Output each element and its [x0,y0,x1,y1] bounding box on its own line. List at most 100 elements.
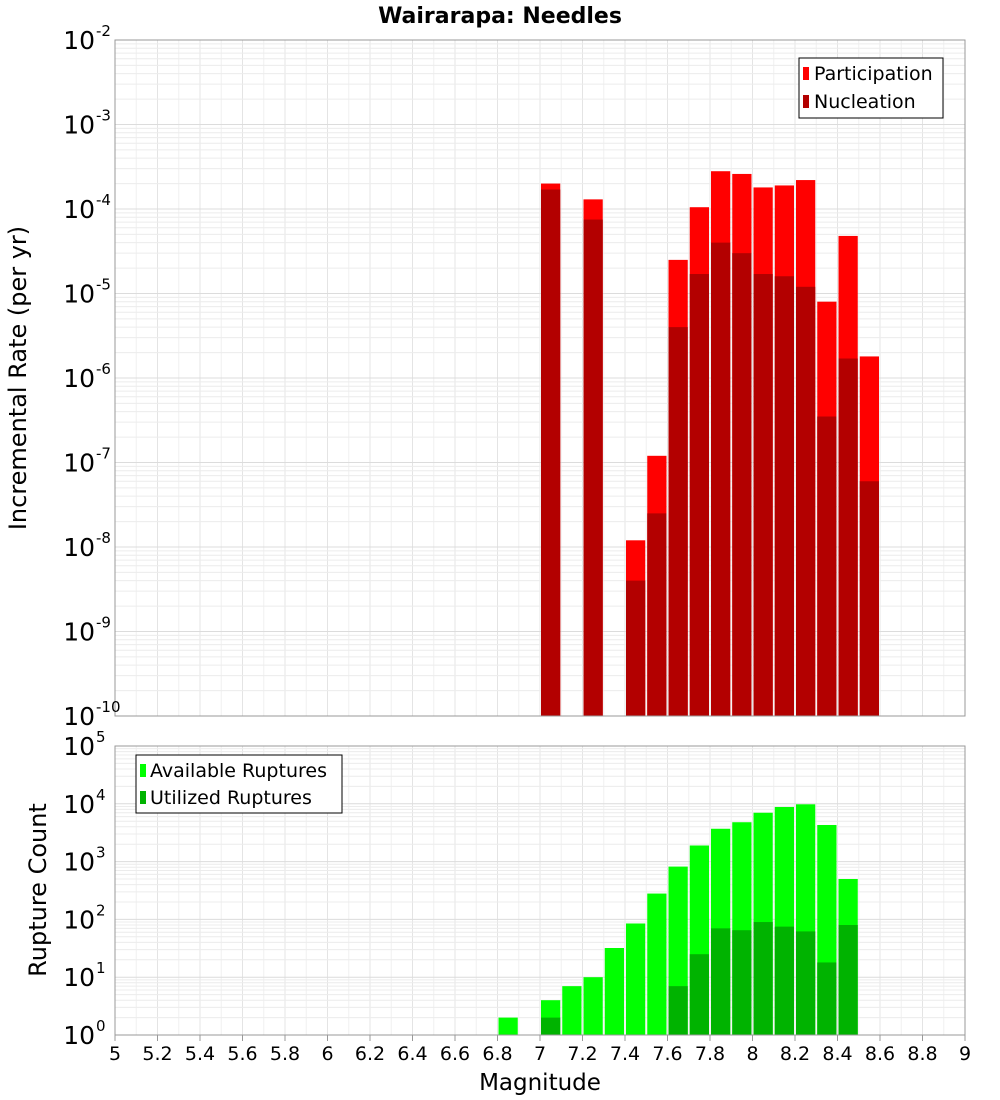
x-tick-labels: 5 5.2 5.4 5.6 5.8 6 6.2 6.4 6.6 6.8 7 7.2 7.4 7.6 7.8 8… [109,1035,971,1065]
top-y-tick-label: 10 [63,533,95,562]
top-y-tick-exponent: -7 [96,445,111,463]
top-bar-nucleation [626,580,646,716]
top-bar-nucleation [541,189,561,716]
bottom-y-tick-exponent: 5 [96,728,106,746]
bottom-y-tick-exponent: 0 [96,1017,106,1035]
x-tick-label: 7.2 [567,1043,597,1065]
x-tick-label: 9 [959,1043,971,1065]
bottom-bar-available-ruptures [562,986,582,1035]
bottom-bar-utilized-ruptures [711,928,731,1035]
bottom-y-tick-label: 10 [63,790,95,819]
bottom-bar-utilized-ruptures [817,962,837,1035]
top-y-tick-label: 10 [63,702,95,731]
top-y-tick-label: 10 [63,26,95,55]
x-tick-label: 5.2 [142,1043,172,1065]
bottom-y-tick-exponent: 2 [96,901,106,919]
bottom-bar-utilized-ruptures [541,1017,561,1035]
bottom-y-tick-label: 10 [63,848,95,877]
top-bar-nucleation [583,219,603,717]
x-tick-label: 7.8 [695,1043,725,1065]
top-bar-nucleation [859,481,879,716]
top-bar-nucleation [732,253,752,716]
top-y-tick-label: 10 [63,618,95,647]
top-y-axis-label: Incremental Rate (per yr) [4,226,32,530]
bottom-bar-available-ruptures [604,948,624,1035]
legend-label-nucleation: Nucleation [814,91,916,113]
x-tick-label: 6.8 [482,1043,512,1065]
bottom-legend: Available Ruptures Utilized Ruptures [135,754,343,814]
top-bar-nucleation [753,274,773,716]
top-y-tick-exponent: -5 [96,276,111,294]
top-y-tick-label: 10 [63,449,95,478]
bottom-bar-utilized-ruptures [732,930,752,1035]
bottom-bar-available-ruptures [583,977,603,1035]
bottom-bar-utilized-ruptures [668,986,688,1035]
top-bar-nucleation [838,358,858,716]
bottom-y-tick-label: 10 [63,1021,95,1050]
bottom-y-tick-label: 10 [63,905,95,934]
bottom-bar-available-ruptures [498,1017,518,1035]
top-bar-nucleation [817,416,837,716]
top-plot-grid [114,40,966,717]
bottom-bar-utilized-ruptures [774,926,794,1035]
top-y-tick-label: 10 [63,364,95,393]
top-y-tick-exponent: -10 [96,698,121,716]
bottom-plot-bars [498,804,858,1035]
x-tick-label: 5.6 [227,1043,257,1065]
x-tick-label: 5 [109,1043,121,1065]
top-bar-nucleation [689,274,709,716]
bottom-y-tick-exponent: 1 [96,959,106,977]
legend-label-participation: Participation [814,63,933,85]
bottom-y-tick-exponent: 4 [96,786,106,804]
x-tick-label: 8.8 [907,1043,937,1065]
bottom-y-tick-exponent: 3 [96,844,106,862]
legend-swatch-available [140,764,146,777]
legend-label-available: Available Ruptures [150,760,327,782]
x-tick-label: 8 [746,1043,758,1065]
legend-swatch-nucleation [803,95,809,108]
top-legend-box [798,57,944,119]
x-tick-label: 7.6 [652,1043,682,1065]
bottom-y-tick-label: 10 [63,963,95,992]
top-y-tick-exponent: -9 [96,614,111,632]
top-plot-frame [114,39,966,717]
bottom-bar-available-ruptures [626,923,646,1035]
top-y-tick-label: 10 [63,280,95,309]
bottom-bar-utilized-ruptures [689,954,709,1035]
top-y-tick-exponent: -4 [96,191,111,209]
top-y-tick-exponent: -2 [96,22,111,40]
top-legend: Participation Nucleation [798,57,944,119]
x-tick-label: 7 [534,1043,546,1065]
legend-label-utilized: Utilized Ruptures [150,787,312,809]
top-y-tick-label: 10 [63,195,95,224]
top-bar-nucleation [668,327,688,716]
top-bar-nucleation [796,286,816,716]
legend-swatch-participation [803,67,809,80]
x-tick-label: 6.2 [355,1043,385,1065]
top-bar-nucleation [647,513,667,716]
top-bar-nucleation [774,276,794,716]
bottom-bar-available-ruptures [647,893,667,1035]
bottom-bar-utilized-ruptures [838,925,858,1035]
x-tick-label: 8.2 [780,1043,810,1065]
top-y-tick-exponent: -3 [96,107,111,125]
top-y-tick-exponent: -8 [96,529,111,547]
x-tick-label: 6.6 [440,1043,470,1065]
chart-title: Wairarapa: Needles [378,4,622,29]
top-y-tick-exponent: -6 [96,360,111,378]
x-axis-label: Magnitude [479,1070,601,1096]
x-tick-label: 8.4 [822,1043,852,1065]
bottom-legend-box [135,754,343,814]
bottom-bar-utilized-ruptures [796,931,816,1035]
x-tick-label: 5.4 [185,1043,215,1065]
top-plot-bars [541,171,879,717]
x-tick-label: 6.4 [397,1043,427,1065]
x-tick-label: 8.6 [865,1043,895,1065]
bottom-bar-utilized-ruptures [753,922,773,1035]
top-bar-nucleation [711,242,731,717]
bottom-y-axis-label: Rupture Count [24,803,52,977]
